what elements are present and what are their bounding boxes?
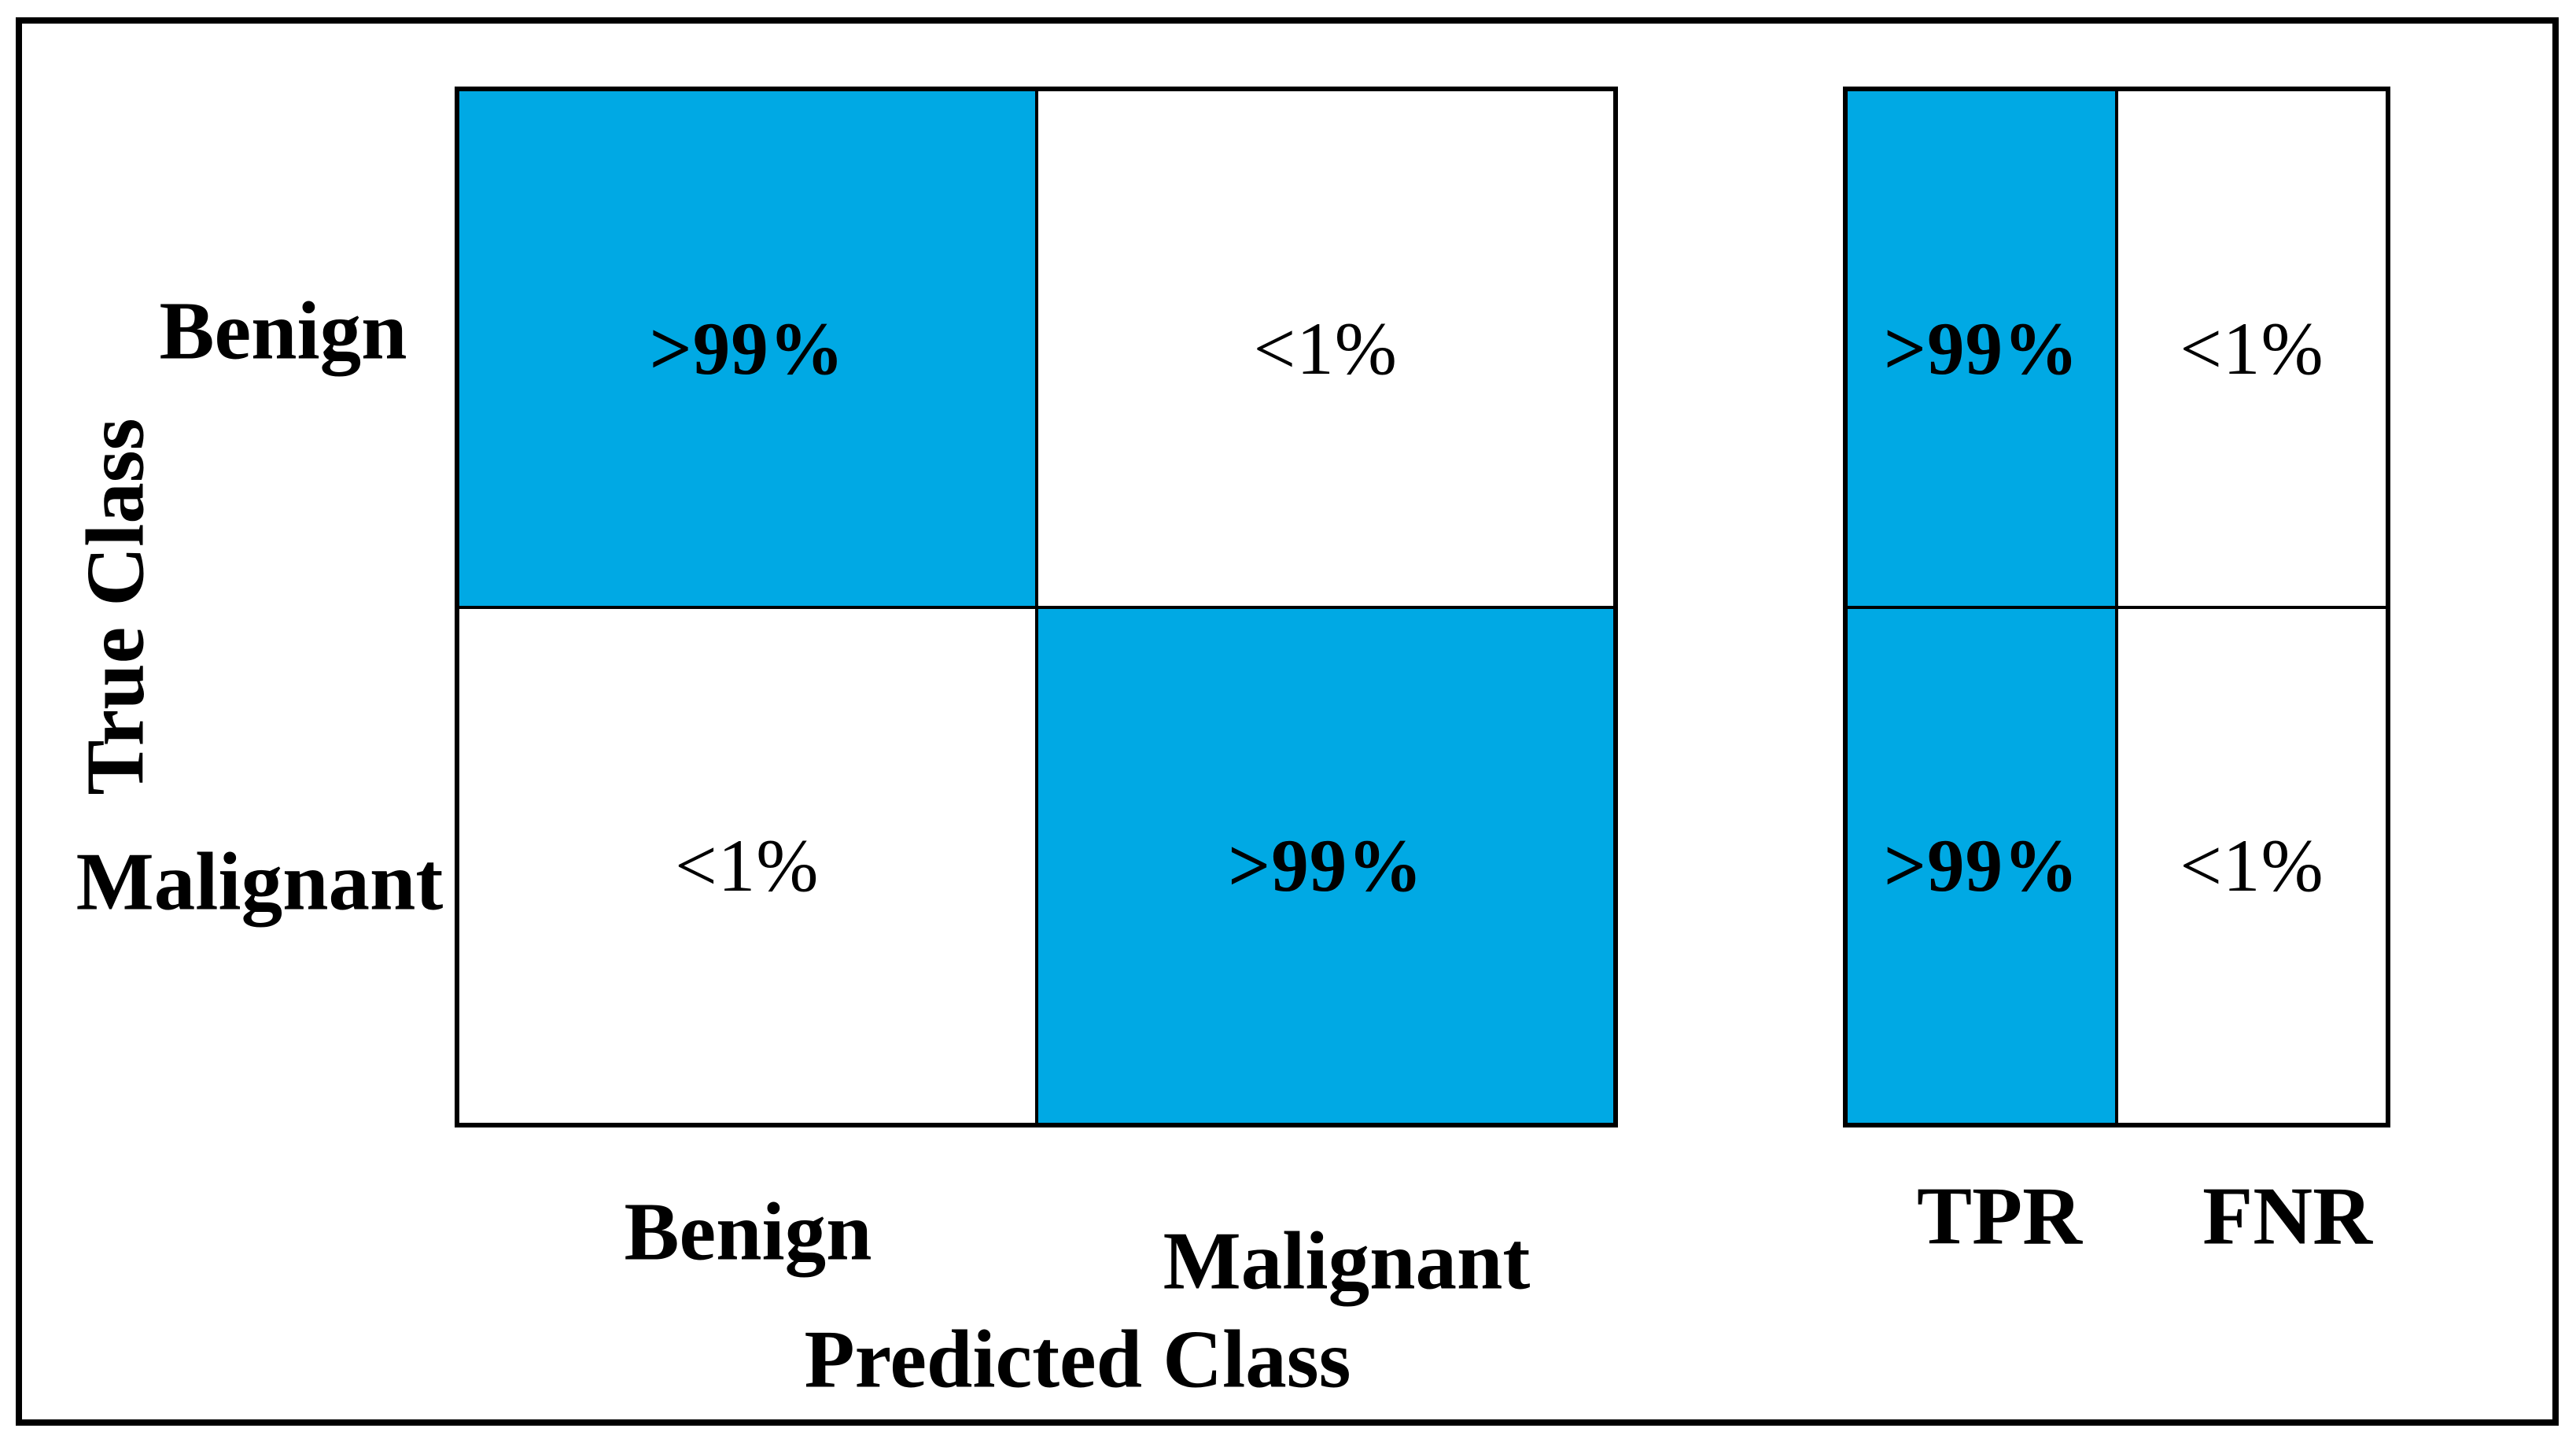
cell-value: <1% bbox=[2180, 824, 2324, 908]
col-tick-malignant: Malignant bbox=[1163, 1214, 1531, 1307]
cell-value: >99% bbox=[1883, 824, 2080, 908]
x-axis-title: Predicted Class bbox=[804, 1312, 1351, 1405]
cell-benign-fnr: <1% bbox=[2117, 90, 2387, 607]
confusion-matrix: >99% <1% <1% >99% bbox=[455, 87, 1618, 1127]
summary-matrix: >99% <1% >99% <1% bbox=[1843, 87, 2390, 1127]
cell-true-benign-pred-benign: >99% bbox=[458, 90, 1037, 607]
cell-value: <1% bbox=[2180, 306, 2324, 390]
col-tick-tpr: TPR bbox=[1917, 1169, 2082, 1262]
cell-value: >99% bbox=[1228, 824, 1424, 908]
cell-malignant-tpr: >99% bbox=[1846, 607, 2117, 1124]
col-tick-benign: Benign bbox=[624, 1185, 872, 1278]
figure-border bbox=[16, 17, 2559, 1426]
cell-true-benign-pred-malignant: <1% bbox=[1036, 90, 1615, 607]
cell-value: >99% bbox=[1883, 306, 2080, 390]
cell-value: <1% bbox=[675, 824, 820, 908]
cell-value: <1% bbox=[1253, 306, 1398, 390]
cell-benign-tpr: >99% bbox=[1846, 90, 2117, 607]
row-tick-malignant: Malignant bbox=[76, 835, 444, 928]
row-tick-benign: Benign bbox=[159, 284, 407, 377]
cell-true-malignant-pred-malignant: >99% bbox=[1036, 607, 1615, 1124]
col-tick-fnr: FNR bbox=[2202, 1169, 2372, 1262]
cell-malignant-fnr: <1% bbox=[2117, 607, 2387, 1124]
y-axis-title: True Class bbox=[68, 418, 161, 795]
cell-true-malignant-pred-benign: <1% bbox=[458, 607, 1037, 1124]
cell-value: >99% bbox=[649, 306, 845, 390]
